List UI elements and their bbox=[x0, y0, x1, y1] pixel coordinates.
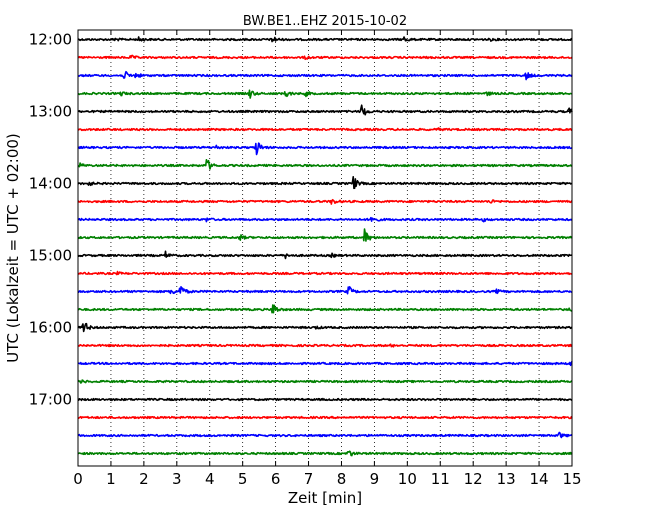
x-tick-label: 14 bbox=[530, 470, 549, 488]
y-tick-label: 15:00 bbox=[29, 247, 72, 265]
seismic-trace bbox=[77, 89, 573, 99]
seismic-trace bbox=[77, 361, 573, 367]
seismic-trace bbox=[77, 142, 573, 156]
seismic-trace bbox=[77, 379, 573, 384]
x-tick-label: 3 bbox=[172, 470, 182, 488]
seismic-trace bbox=[77, 286, 573, 295]
chart-title: BW.BE1..EHZ 2015-10-02 bbox=[243, 14, 407, 29]
x-tick-label: 6 bbox=[271, 470, 281, 488]
x-tick-label: 1 bbox=[106, 470, 116, 488]
x-axis: 0 1 2 3 4 5 6 7 8 9 10 11 12 13 14 15 bbox=[73, 30, 582, 488]
seismic-trace bbox=[77, 176, 573, 190]
seismic-trace bbox=[77, 431, 573, 439]
y-axis: 12:00 13:00 14:00 15:00 16:00 17:00 bbox=[29, 31, 572, 409]
seismic-trace bbox=[77, 216, 573, 223]
x-tick-label: 11 bbox=[431, 470, 450, 488]
seismic-trace bbox=[77, 270, 573, 276]
seismic-trace bbox=[77, 104, 573, 116]
seismic-trace bbox=[77, 450, 573, 457]
y-tick-label: 17:00 bbox=[29, 391, 72, 409]
seismic-trace bbox=[77, 54, 573, 61]
seismic-trace bbox=[77, 397, 573, 402]
x-axis-label: Zeit [min] bbox=[288, 489, 362, 507]
traces bbox=[77, 36, 573, 457]
x-tick-label: 13 bbox=[497, 470, 516, 488]
x-tick-label: 4 bbox=[205, 470, 215, 488]
x-tick-label: 10 bbox=[398, 470, 417, 488]
x-tick-label: 7 bbox=[304, 470, 314, 488]
x-tick-label: 2 bbox=[139, 470, 149, 488]
seismic-trace bbox=[77, 343, 573, 348]
seismic-trace bbox=[77, 158, 573, 170]
seismic-trace bbox=[77, 228, 573, 242]
y-tick-label: 14:00 bbox=[29, 175, 72, 193]
seismic-trace bbox=[77, 70, 573, 81]
x-tick-label: 12 bbox=[464, 470, 483, 488]
plot-frame bbox=[77, 29, 573, 467]
x-tick-label: 15 bbox=[562, 470, 581, 488]
seismic-trace bbox=[77, 127, 573, 132]
y-tick-label: 13:00 bbox=[29, 103, 72, 121]
seismic-trace bbox=[77, 322, 573, 333]
y-tick-label: 12:00 bbox=[29, 31, 72, 49]
seismic-trace bbox=[77, 250, 573, 260]
seismic-trace bbox=[77, 198, 573, 205]
grid-lines bbox=[110, 30, 540, 466]
x-tick-label: 9 bbox=[370, 470, 380, 488]
x-tick-label: 8 bbox=[337, 470, 347, 488]
seismic-trace bbox=[77, 36, 573, 43]
x-tick-label: 5 bbox=[238, 470, 248, 488]
y-tick-label: 16:00 bbox=[29, 319, 72, 337]
y-axis-label: UTC (Lokalzeit = UTC + 02:00) bbox=[4, 133, 22, 363]
seismic-trace bbox=[77, 304, 573, 314]
seismic-trace bbox=[77, 415, 573, 420]
x-tick-label: 0 bbox=[73, 470, 83, 488]
